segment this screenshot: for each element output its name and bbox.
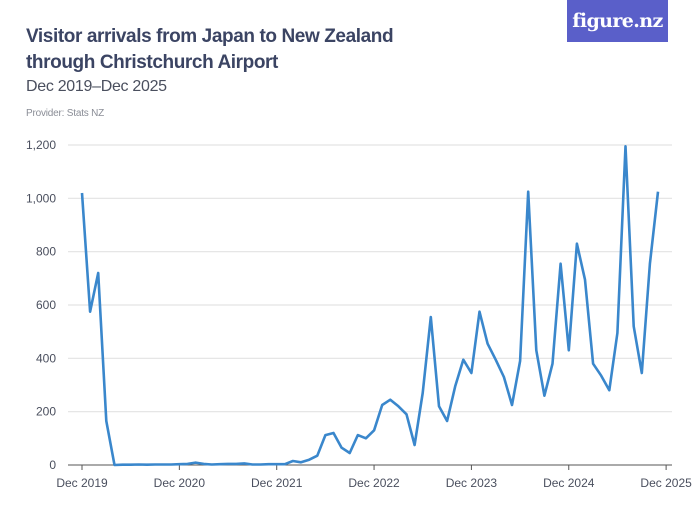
x-tick-label: Dec 2021	[251, 476, 303, 490]
chart-title: Visitor arrivals from Japan to New Zeala…	[26, 26, 394, 73]
x-tick-label: Dec 2025	[640, 476, 692, 490]
figure-nz-logo[interactable]: figure.nz	[567, 0, 668, 42]
x-tick-label: Dec 2023	[446, 476, 498, 490]
series-line	[80, 145, 660, 467]
y-tick-label: 1,000	[26, 191, 56, 205]
y-tick-label: 600	[36, 298, 56, 312]
y-tick-label: 200	[36, 405, 56, 419]
x-tick-label: Dec 2022	[348, 476, 400, 490]
x-tick-label: Dec 2019	[56, 476, 108, 490]
y-tick-label: 0	[49, 458, 56, 472]
chart-subtitle: Dec 2019–Dec 2025	[26, 78, 167, 95]
y-tick-label: 800	[36, 245, 56, 259]
x-tick-label: Dec 2020	[154, 476, 206, 490]
y-tick-label: 1,200	[26, 138, 56, 152]
provider-label: Provider: Stats NZ	[26, 108, 105, 119]
y-tick-label: 400	[36, 351, 56, 365]
x-tick-label: Dec 2024	[543, 476, 595, 490]
